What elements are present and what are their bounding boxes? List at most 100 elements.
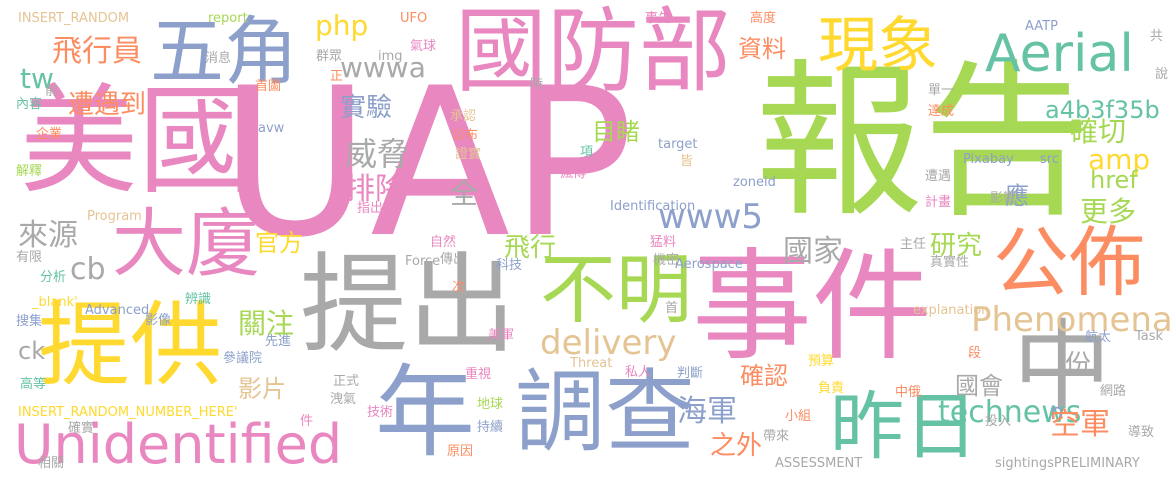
- cloud-word: 正: [330, 69, 344, 84]
- cloud-word: 應: [1005, 182, 1029, 210]
- cloud-word: report: [208, 11, 248, 26]
- cloud-word: a4b3f35b: [1045, 96, 1160, 124]
- cloud-word: 分析: [40, 270, 67, 285]
- cloud-word: 國防部: [455, 0, 732, 105]
- cloud-word: Aerospace: [675, 257, 743, 272]
- cloud-word: target: [658, 137, 698, 152]
- cloud-word: 傳出: [440, 252, 467, 267]
- cloud-word: 提供: [38, 292, 223, 399]
- cloud-word: Aerial: [985, 24, 1134, 84]
- cloud-word: 正式: [333, 374, 360, 389]
- cloud-word: zoneid: [733, 175, 776, 190]
- cloud-word: Pixabay: [963, 152, 1014, 167]
- cloud-word: 來源: [18, 218, 78, 253]
- cloud-word: 解釋: [16, 164, 43, 179]
- cloud-word: 排除: [345, 172, 405, 207]
- cloud-word: 確認: [740, 362, 788, 390]
- cloud-word: 地球: [477, 397, 504, 412]
- cloud-word: 瘋傳: [560, 166, 587, 181]
- cloud-word: Advanced: [85, 303, 150, 318]
- cloud-word: delivery: [540, 323, 677, 363]
- cloud-word: 導致: [1128, 425, 1155, 440]
- cloud-word: 投入: [985, 414, 1012, 429]
- cloud-word: 空軍: [1050, 407, 1110, 442]
- cloud-word: 高度: [750, 11, 777, 26]
- cloud-word: 項: [580, 145, 594, 160]
- cloud-word: 持續: [477, 420, 504, 435]
- cloud-word: 先進: [265, 334, 292, 349]
- cloud-word: 五角: [150, 9, 298, 95]
- cloud-word: 小組: [785, 409, 812, 424]
- cloud-word: 負責: [818, 381, 845, 396]
- cloud-word: 航太: [1085, 330, 1112, 345]
- cloud-word: 飛行: [504, 233, 557, 263]
- cloud-word: 不明: [540, 245, 692, 334]
- cloud-word: 達成: [928, 104, 955, 119]
- cloud-word: _blank': [32, 295, 78, 310]
- cloud-word: 搜集: [16, 314, 43, 329]
- cloud-word: Threat: [570, 356, 613, 371]
- cloud-word: 指出: [357, 201, 384, 216]
- cloud-word: 中: [1013, 310, 1112, 424]
- cloud-word: 高等: [20, 377, 47, 392]
- cloud-word: 前: [45, 84, 59, 99]
- cloud-word: Task: [1135, 329, 1164, 344]
- cloud-word: 遭遇: [925, 169, 952, 184]
- cloud-word: 重視: [465, 367, 492, 382]
- cloud-word: 之外: [710, 431, 763, 461]
- cloud-word: 國會: [955, 372, 1003, 400]
- cloud-word: 遭遇到: [68, 90, 147, 120]
- cloud-word: 自然: [430, 235, 457, 250]
- cloud-word: href: [1090, 166, 1138, 194]
- cloud-word: 美國: [20, 72, 257, 210]
- cloud-word: 時: [530, 77, 544, 92]
- cloud-word: Identification: [610, 199, 696, 214]
- cloud-word: ck: [18, 337, 46, 365]
- cloud-word: Force: [405, 254, 441, 269]
- cloud-word: 網路: [1100, 384, 1127, 399]
- cloud-word: 主任: [900, 237, 927, 252]
- cloud-word: 昨日: [830, 384, 978, 470]
- cloud-word: 辨識: [185, 292, 212, 307]
- cloud-word: 原因: [447, 444, 474, 459]
- cloud-word: 公布: [452, 128, 479, 143]
- cloud-word: ASSESSMENT: [775, 456, 863, 471]
- cloud-word: 年: [375, 354, 475, 471]
- cloud-word: 目睹: [592, 118, 640, 146]
- cloud-word: 報告: [755, 44, 1091, 240]
- cloud-word: 海軍: [677, 394, 737, 429]
- cloud-word: 件: [300, 414, 314, 429]
- cloud-word: UFO: [400, 11, 428, 26]
- cloud-word: technews: [938, 395, 1082, 430]
- cloud-word: 計畫: [925, 195, 952, 210]
- cloud-word: 承認: [450, 109, 477, 124]
- cloud-word: 威脅: [345, 135, 410, 173]
- cloud-word: UAP: [220, 45, 634, 283]
- cloud-word: 證實: [455, 147, 482, 162]
- cloud-word: 洩氣: [330, 392, 357, 407]
- cloud-word: 企業: [36, 127, 63, 142]
- cloud-word: 國家: [783, 234, 843, 269]
- cloud-word: 相關: [38, 456, 65, 471]
- cloud-word: 公佈: [993, 218, 1145, 307]
- cloud-word: php: [315, 9, 369, 42]
- cloud-word: 共: [1150, 29, 1164, 44]
- cloud-word: 參議院: [223, 351, 263, 366]
- cloud-word: 事件: [692, 238, 932, 377]
- cloud-word: 確切: [1070, 115, 1127, 148]
- cloud-word: Phenomena: [971, 300, 1173, 340]
- cloud-word: img: [378, 49, 403, 64]
- cloud-word: 有限: [16, 250, 43, 265]
- cloud-word: 現象: [818, 11, 938, 81]
- cloud-word: 皆: [680, 154, 694, 169]
- cloud-word: 說: [1155, 67, 1169, 82]
- cloud-word: 帶來: [763, 429, 790, 444]
- cloud-word: 首圖: [255, 79, 282, 94]
- cloud-word: 更多: [1080, 195, 1137, 228]
- cloud-word: 單一: [928, 83, 955, 98]
- cloud-word: cb: [70, 252, 106, 287]
- cloud-word: 份: [1065, 350, 1092, 380]
- cloud-word: 首: [665, 301, 679, 316]
- cloud-word: avw: [258, 121, 285, 136]
